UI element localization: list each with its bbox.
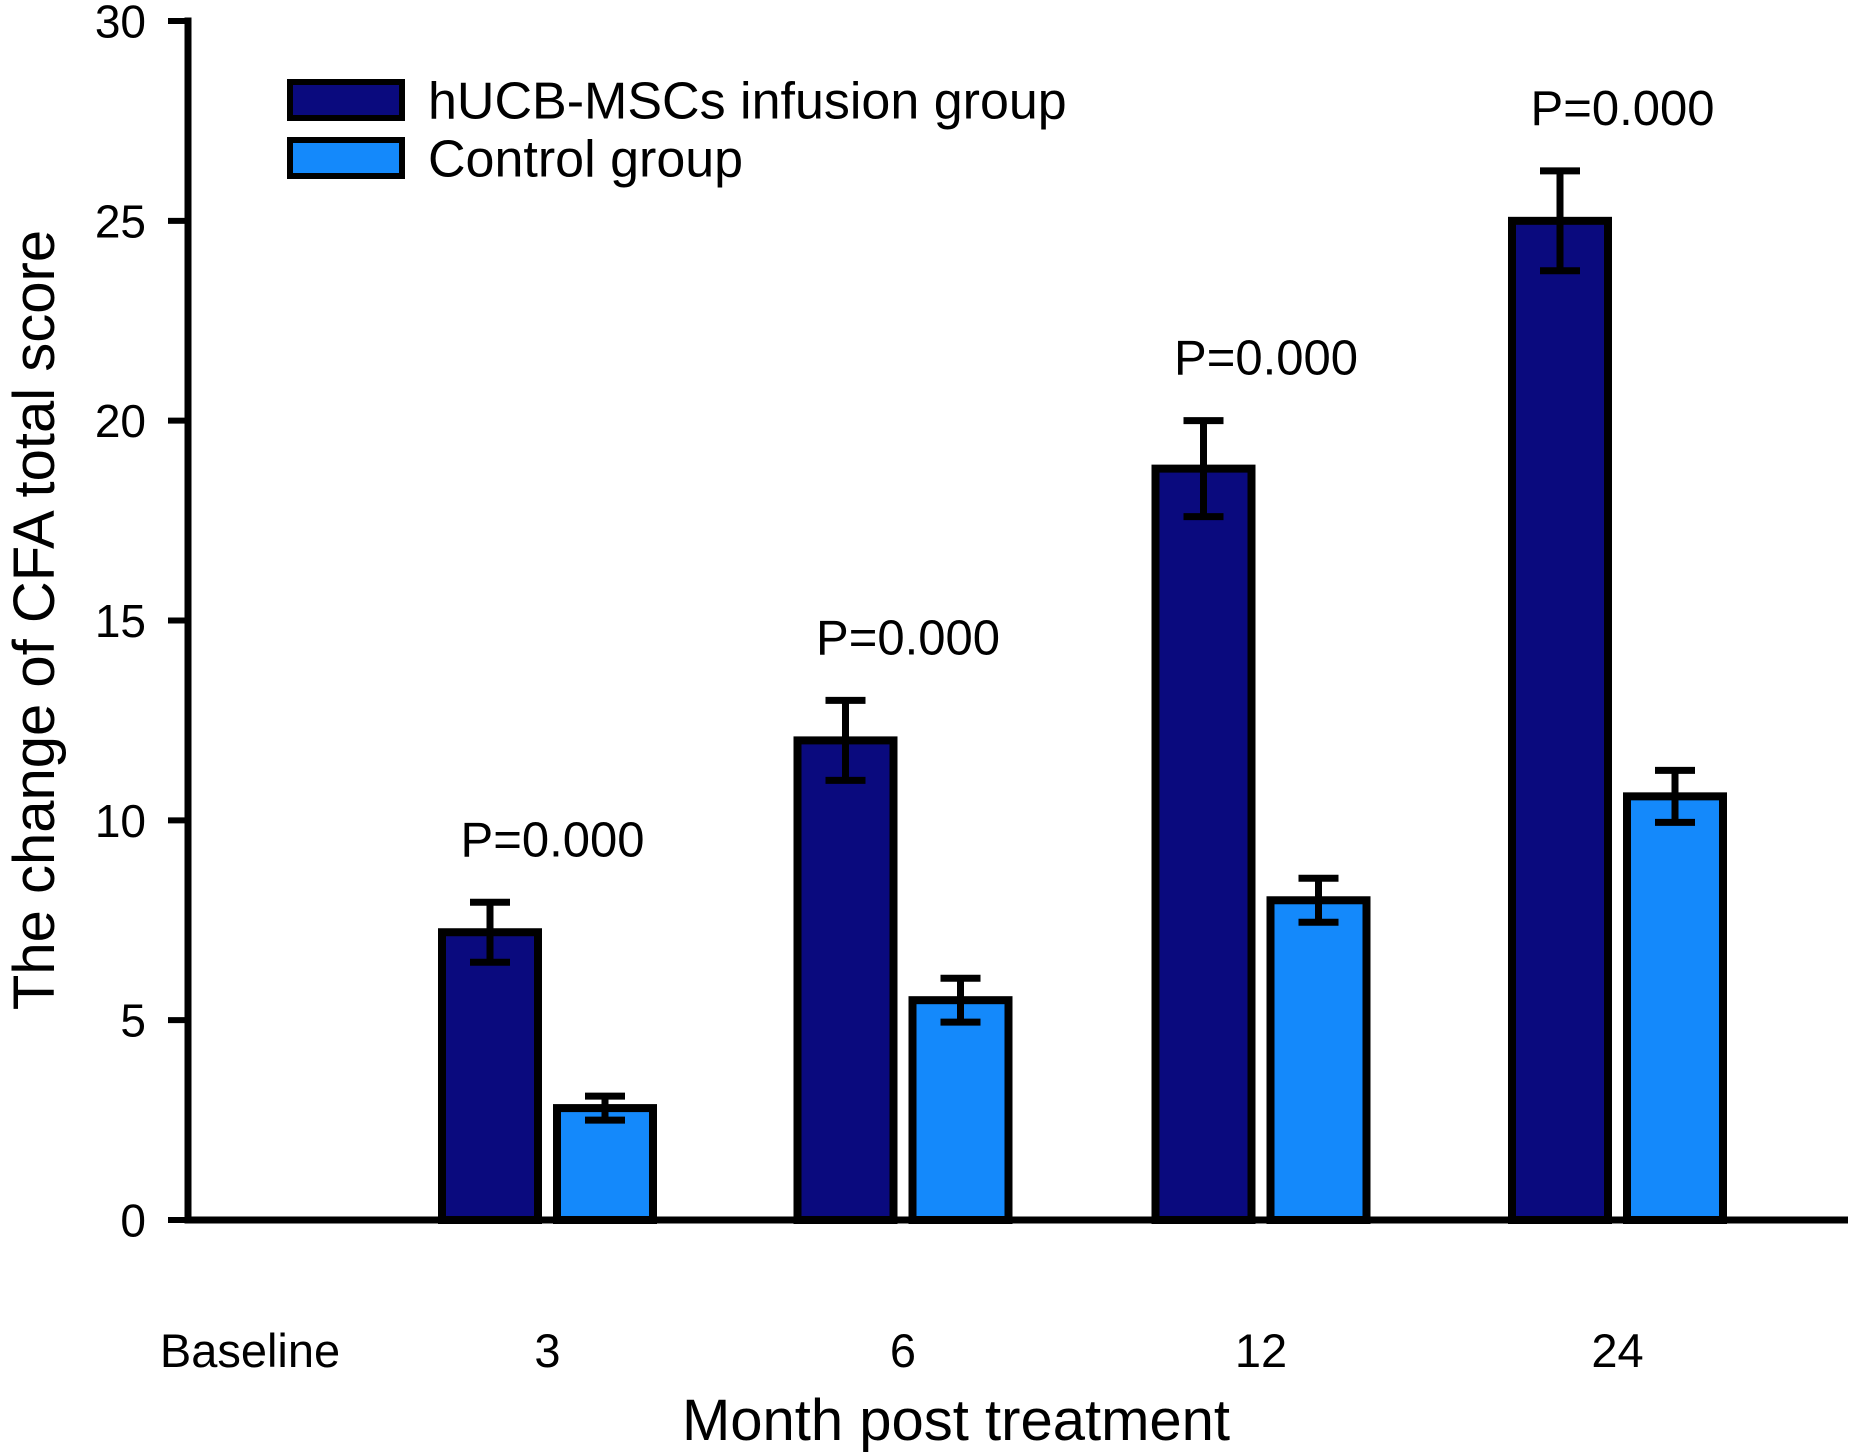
- legend-label-infusion: hUCB-MSCs infusion group: [428, 73, 1067, 131]
- y-axis-title: The change of CFA total score: [2, 230, 67, 1010]
- p-value-label-24: P=0.000: [1531, 82, 1715, 136]
- bar-infusion-12: [1151, 464, 1256, 1225]
- legend-swatch-infusion: [287, 79, 405, 121]
- x-tick-label-baseline: Baseline: [160, 1324, 340, 1377]
- bar-control-12: [1266, 896, 1371, 1224]
- y-tick-label-10: 10: [95, 795, 146, 847]
- bar-control-24: [1623, 792, 1727, 1224]
- x-axis-title: Month post treatment: [682, 1388, 1230, 1453]
- y-tick-label-5: 5: [120, 995, 146, 1047]
- p-value-label-6: P=0.000: [816, 611, 1000, 665]
- x-tick-label-24: 24: [1591, 1324, 1643, 1377]
- bar-infusion-24: [1508, 216, 1612, 1225]
- legend-label-control: Control group: [428, 131, 743, 189]
- x-tick-label-12: 12: [1235, 1324, 1287, 1377]
- bar-control-6: [908, 996, 1013, 1225]
- bar-infusion-3: [438, 928, 542, 1224]
- x-tick-label-6: 6: [890, 1324, 916, 1377]
- p-value-label-3: P=0.000: [461, 813, 645, 867]
- y-tick-label-0: 0: [120, 1195, 146, 1247]
- legend-swatch-control: [287, 137, 405, 179]
- y-tick-label-20: 20: [95, 395, 146, 447]
- x-tick-label-3: 3: [534, 1324, 560, 1377]
- bar-control-3: [553, 1104, 657, 1225]
- y-tick-label-15: 15: [95, 595, 146, 647]
- y-tick-label-25: 25: [95, 195, 146, 247]
- y-tick-label-30: 30: [95, 0, 146, 48]
- p-value-label-12: P=0.000: [1174, 332, 1358, 386]
- bar-infusion-6: [793, 736, 898, 1225]
